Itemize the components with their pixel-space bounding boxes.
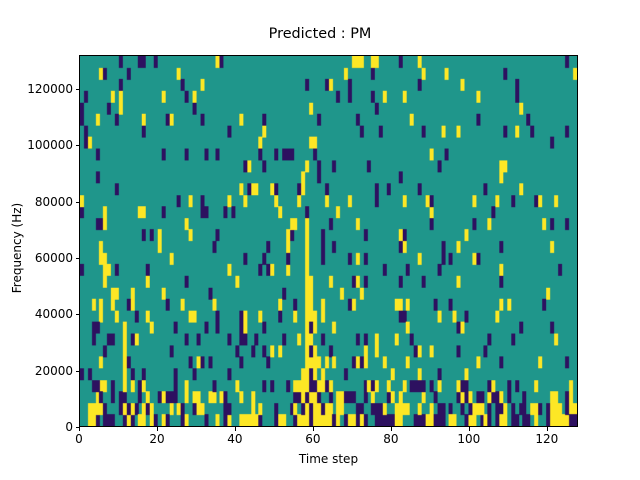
y-tick-mark: [75, 201, 79, 203]
x-tick-mark: [234, 427, 236, 431]
heatmap-axes: [79, 55, 578, 427]
y-tick-mark: [75, 314, 79, 316]
x-tick-label: 0: [75, 432, 83, 446]
x-tick-label: 60: [305, 432, 321, 446]
y-tick-mark: [75, 427, 79, 428]
y-axis-label: Frequency (Hz): [10, 202, 24, 294]
x-tick-label: 20: [149, 432, 165, 446]
y-tick-mark: [75, 145, 79, 147]
x-tick-label: 40: [227, 432, 243, 446]
y-tick-mark: [75, 257, 79, 259]
y-tick-mark: [75, 88, 79, 90]
x-tick-label: 120: [535, 432, 559, 446]
y-tick-label: 60000: [34, 250, 73, 265]
heatmap-canvas: [80, 56, 577, 426]
x-tick-label: 100: [457, 432, 481, 446]
y-tick-mark: [75, 370, 79, 372]
y-tick-label: 20000: [34, 363, 73, 378]
x-tick-mark: [79, 427, 80, 431]
y-tick-label: 80000: [34, 194, 73, 209]
y-tick-label: 100000: [27, 138, 73, 153]
y-tick-label: 0: [65, 420, 73, 434]
x-tick-mark: [546, 427, 548, 431]
x-tick-mark: [156, 427, 158, 431]
y-tick-label: 40000: [34, 307, 73, 322]
y-tick-label: 120000: [27, 81, 73, 96]
x-tick-mark: [312, 427, 314, 431]
page-title: Predicted : PM: [268, 26, 372, 42]
x-axis-label: Time step: [298, 452, 359, 466]
x-tick-mark: [468, 427, 470, 431]
x-tick-label: 80: [383, 432, 399, 446]
x-tick-mark: [390, 427, 392, 431]
